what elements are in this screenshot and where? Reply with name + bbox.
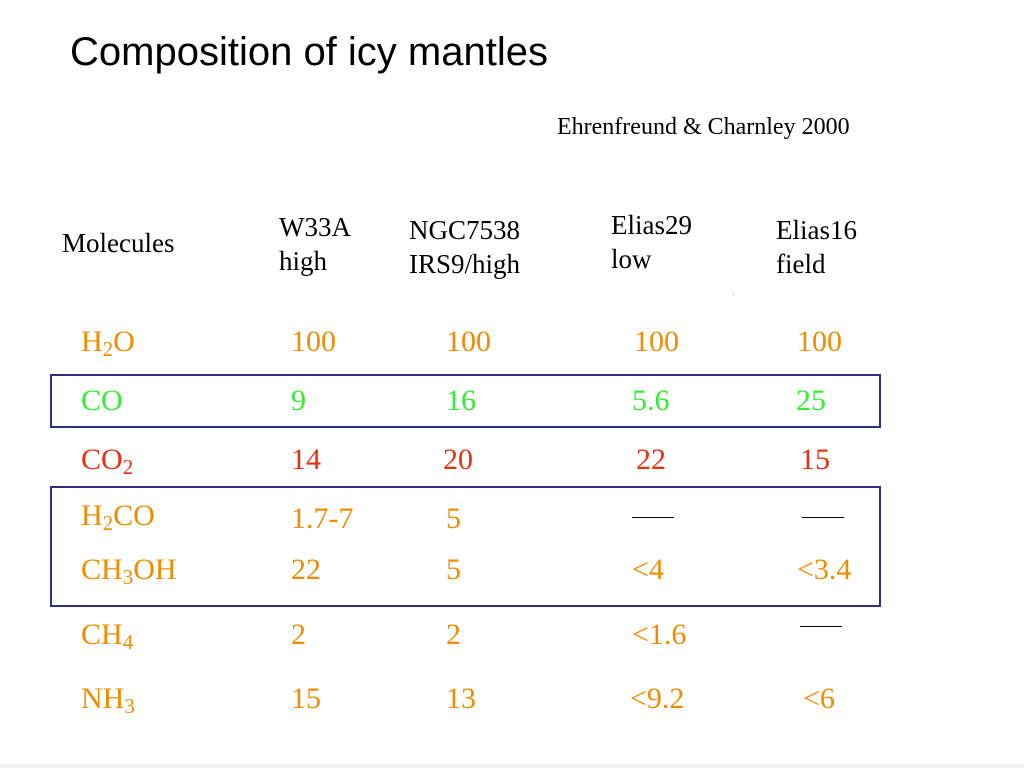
slide-title: Composition of icy mantles — [70, 30, 548, 74]
header-elias16-line1: Elias16 — [776, 215, 857, 245]
value-h2o-elias29: 100 — [634, 325, 679, 358]
value-h2co-elias16 — [802, 517, 844, 518]
value-nh3-ngc7538: 13 — [446, 682, 476, 715]
value-h2co-w33a: 1.7-7 — [291, 502, 354, 535]
value-ch3oh-elias29: <4 — [632, 553, 664, 586]
value-ch3oh-ngc7538: 5 — [446, 553, 461, 586]
slide-bottom-strip — [0, 764, 1024, 768]
value-co-elias16: 25 — [796, 384, 826, 417]
molecule-co: CO — [81, 384, 123, 417]
co-highlight-box — [50, 374, 881, 428]
value-ch3oh-w33a: 22 — [291, 553, 321, 586]
header-elias29-line2: low — [611, 244, 652, 274]
molecule-nh3: NH3 — [81, 682, 135, 718]
header-ngc7538-line1: NGC7538 — [409, 215, 521, 245]
value-ch4-elias29: <1.6 — [632, 618, 687, 651]
value-ch3oh-elias16: <3.4 — [797, 553, 852, 586]
value-h2co-elias29 — [632, 517, 674, 518]
header-elias29-line1: Elias29 — [611, 210, 692, 240]
citation: Ehrenfreund & Charnley 2000 — [557, 114, 850, 140]
value-ch4-ngc7538: 2 — [446, 618, 461, 651]
header-ngc7538-line2: IRS9/high — [409, 249, 521, 279]
value-co2-elias16: 15 — [800, 443, 830, 476]
value-ch4-elias16 — [800, 626, 842, 627]
value-nh3-elias29: <9.2 — [630, 682, 685, 715]
value-co2-ngc7538: 20 — [443, 443, 473, 476]
molecule-ch3oh: CH3OH — [81, 553, 177, 589]
molecule-h2o: H2O — [81, 325, 135, 361]
header-w33a-line1: W33A — [279, 212, 351, 242]
header-w33a: W33A high — [279, 210, 351, 278]
molecule-h2co: H2CO — [81, 499, 155, 535]
value-h2o-w33a: 100 — [291, 325, 336, 358]
header-ngc7538: NGC7538 IRS9/high — [409, 213, 520, 281]
value-nh3-elias16: <6 — [803, 682, 835, 715]
molecule-ch4: CH4 — [81, 618, 134, 654]
value-co-elias29: 5.6 — [632, 384, 670, 417]
value-ch4-w33a: 2 — [291, 618, 306, 651]
value-co-w33a: 9 — [291, 384, 306, 417]
h2co-ch3oh-highlight-box — [50, 486, 881, 607]
molecule-co2: CO2 — [81, 443, 134, 479]
header-elias16: Elias16 field — [776, 213, 857, 281]
header-elias16-line2: field — [776, 249, 826, 279]
header-elias29: Elias29 low — [611, 208, 692, 276]
value-co-ngc7538: 16 — [446, 384, 476, 417]
value-nh3-w33a: 15 — [291, 682, 321, 715]
value-h2o-ngc7538: 100 — [446, 325, 491, 358]
value-co2-w33a: 14 — [291, 443, 321, 476]
header-w33a-line2: high — [279, 246, 328, 276]
value-co2-elias29: 22 — [636, 443, 666, 476]
value-h2o-elias16: 100 — [797, 325, 842, 358]
stray-dot — [733, 294, 734, 295]
value-h2co-ngc7538: 5 — [446, 502, 461, 535]
header-molecules: Molecules — [62, 228, 175, 258]
